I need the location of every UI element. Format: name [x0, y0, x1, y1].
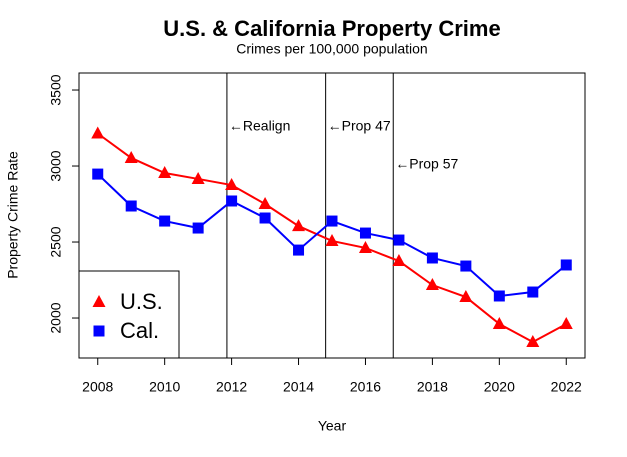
y-tick-label: 2500: [48, 226, 64, 257]
annotation-label: ←Realign: [229, 118, 290, 134]
y-tick-label: 2000: [48, 302, 64, 333]
legend-marker: [92, 295, 106, 307]
legend-label: U.S.: [120, 289, 163, 314]
point: [192, 222, 204, 234]
legend-box: [78, 270, 180, 359]
point: [359, 227, 371, 239]
point: [226, 195, 238, 207]
point: [426, 252, 438, 264]
point: [159, 215, 171, 227]
point: [392, 254, 406, 267]
point: [259, 212, 271, 224]
point: [560, 259, 572, 271]
point: [526, 335, 540, 348]
point: [225, 178, 239, 191]
point: [460, 260, 472, 272]
point: [326, 215, 338, 227]
point: [158, 166, 172, 179]
point: [191, 171, 205, 184]
point: [425, 278, 439, 291]
x-tick-label: 2016: [350, 379, 381, 395]
x-tick-label: 2022: [551, 379, 582, 395]
legend-label: Cal.: [120, 318, 159, 343]
annotation-label: ←Prop 47: [328, 118, 391, 134]
point: [92, 168, 104, 180]
point: [258, 197, 272, 210]
point: [358, 240, 372, 253]
chart-subtitle: Crimes per 100,000 population: [236, 41, 427, 57]
x-tick-label: 2012: [216, 379, 247, 395]
point: [493, 290, 505, 302]
x-tick-label: 2020: [484, 379, 515, 395]
point: [325, 233, 339, 246]
point: [393, 234, 405, 246]
point: [527, 286, 539, 298]
x-tick-label: 2018: [417, 379, 448, 395]
annotation-label: ←Prop 57: [395, 156, 458, 172]
y-axis-label: Property Crime Rate: [5, 151, 21, 279]
x-tick-label: 2010: [149, 379, 180, 395]
point: [559, 316, 573, 329]
point: [292, 219, 306, 232]
x-tick-label: 2008: [82, 379, 113, 395]
x-axis-label: Year: [318, 418, 347, 434]
point: [91, 126, 105, 139]
plot-frame: [78, 72, 586, 359]
point: [125, 200, 137, 212]
y-tick-label: 3000: [48, 150, 64, 181]
y-tick-label: 3500: [48, 74, 64, 105]
legend-marker: [93, 325, 105, 337]
point: [459, 290, 473, 303]
point: [293, 244, 305, 256]
chart-title: U.S. & California Property Crime: [163, 16, 500, 41]
x-tick-label: 2014: [283, 379, 314, 395]
point: [492, 316, 506, 329]
point: [124, 150, 138, 163]
